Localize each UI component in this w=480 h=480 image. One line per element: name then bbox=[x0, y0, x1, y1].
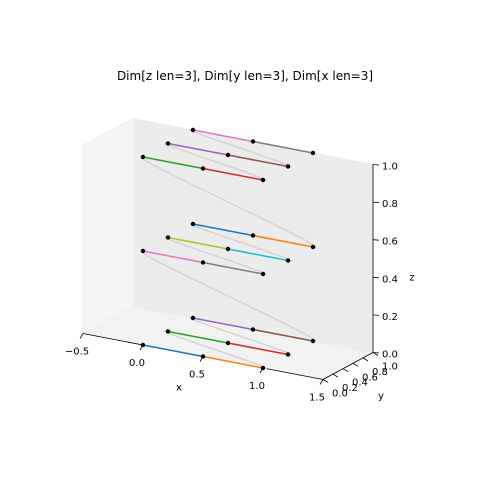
data-segment bbox=[227, 248, 289, 262]
z-tick-label: 0.8 bbox=[382, 199, 398, 210]
z-tick bbox=[372, 352, 380, 354]
y-tick bbox=[332, 373, 339, 378]
connector-curve bbox=[189, 316, 292, 356]
connector-curve bbox=[164, 330, 267, 370]
data-segment bbox=[192, 129, 254, 143]
data-segment bbox=[167, 330, 229, 344]
data-segment bbox=[227, 154, 289, 168]
y-tick-label: 0.6 bbox=[362, 372, 378, 383]
data-segment bbox=[252, 140, 314, 154]
y-axis-line bbox=[322, 352, 374, 380]
data-point bbox=[310, 338, 316, 344]
data-segment bbox=[142, 344, 204, 358]
connector-curve bbox=[189, 128, 292, 168]
data-point bbox=[190, 127, 196, 133]
x-tick-label: 0.0 bbox=[129, 358, 145, 369]
data-point bbox=[310, 150, 316, 156]
x-axis-label: x bbox=[176, 383, 182, 394]
y-tick-label: 0.2 bbox=[342, 383, 358, 394]
data-point bbox=[250, 139, 256, 144]
data-point bbox=[165, 141, 171, 146]
y-tick-label: 1.0 bbox=[382, 362, 398, 373]
data-point bbox=[260, 177, 266, 183]
y-axis-label: y bbox=[378, 391, 384, 402]
z-tick-label: 0.2 bbox=[382, 312, 398, 323]
data-point bbox=[260, 365, 266, 371]
z-tick bbox=[372, 164, 380, 166]
side-pane bbox=[82, 117, 134, 335]
connector-curve bbox=[140, 250, 316, 342]
y-tick-label: 0.8 bbox=[372, 367, 388, 378]
y-tick bbox=[352, 362, 359, 367]
z-tick-label: 1.0 bbox=[382, 162, 398, 173]
z-tick bbox=[372, 314, 380, 316]
data-segment bbox=[202, 355, 264, 369]
data-segment bbox=[142, 250, 204, 264]
data-point bbox=[190, 221, 196, 227]
data-point bbox=[310, 244, 316, 250]
connector-curve bbox=[140, 156, 316, 248]
data-point bbox=[190, 315, 196, 321]
y-tick-label: 0.0 bbox=[332, 389, 348, 400]
chart-title: Dim[z len=3], Dim[y len=3], Dim[x len=3] bbox=[117, 69, 373, 83]
data-segment bbox=[252, 234, 314, 248]
connector-curve bbox=[189, 222, 292, 262]
data-point bbox=[165, 329, 171, 334]
y-tick-label: 0.4 bbox=[352, 378, 368, 389]
z-tick-label: 0.4 bbox=[382, 274, 398, 285]
data-segment bbox=[202, 261, 264, 275]
data-point bbox=[200, 166, 206, 171]
z-tick-label: 0.0 bbox=[382, 350, 398, 361]
y-tick bbox=[342, 368, 349, 373]
data-segment bbox=[227, 342, 289, 356]
z-tick bbox=[372, 201, 380, 203]
axes-labels: −0.50.00.51.01.5 0.00.20.40.60.81.00.00.2… bbox=[65, 162, 415, 404]
z-tick bbox=[372, 239, 380, 241]
data-point bbox=[225, 246, 231, 252]
connector-curve bbox=[164, 236, 267, 276]
data-points bbox=[140, 127, 316, 371]
data-point bbox=[225, 152, 231, 158]
data-point bbox=[225, 340, 231, 346]
data-point bbox=[140, 342, 146, 348]
data-segment bbox=[142, 156, 204, 170]
data-point bbox=[200, 260, 206, 265]
x-tick bbox=[319, 379, 324, 385]
data-point bbox=[200, 354, 206, 359]
z-axis-label: z bbox=[409, 273, 414, 284]
data-point bbox=[260, 271, 266, 277]
data-point bbox=[140, 248, 146, 254]
connector-curve bbox=[164, 142, 267, 182]
data-point bbox=[250, 233, 256, 238]
x-tick-label: 1.5 bbox=[309, 393, 325, 404]
data-segment bbox=[202, 167, 264, 181]
data-point bbox=[285, 258, 291, 263]
data-segment bbox=[167, 236, 229, 250]
data-segment bbox=[192, 223, 254, 237]
data-segment bbox=[252, 328, 314, 342]
y-tick bbox=[372, 352, 379, 356]
data-segment bbox=[167, 142, 229, 156]
data-point bbox=[165, 235, 171, 240]
z-tick bbox=[372, 276, 380, 279]
data-point bbox=[285, 164, 291, 169]
x-tick-label: −0.5 bbox=[65, 347, 89, 358]
connector-curves bbox=[140, 128, 316, 370]
data-point bbox=[285, 352, 291, 357]
y-tick bbox=[362, 357, 369, 362]
data-segment bbox=[192, 317, 254, 331]
data-segments bbox=[142, 129, 314, 369]
x-tick-label: 0.5 bbox=[189, 370, 205, 381]
data-point bbox=[250, 327, 256, 332]
y-tick bbox=[322, 379, 329, 383]
x-tick-label: 1.0 bbox=[249, 381, 265, 392]
data-point bbox=[140, 154, 146, 160]
x-tick bbox=[79, 333, 84, 339]
z-tick-label: 0.6 bbox=[382, 237, 398, 248]
